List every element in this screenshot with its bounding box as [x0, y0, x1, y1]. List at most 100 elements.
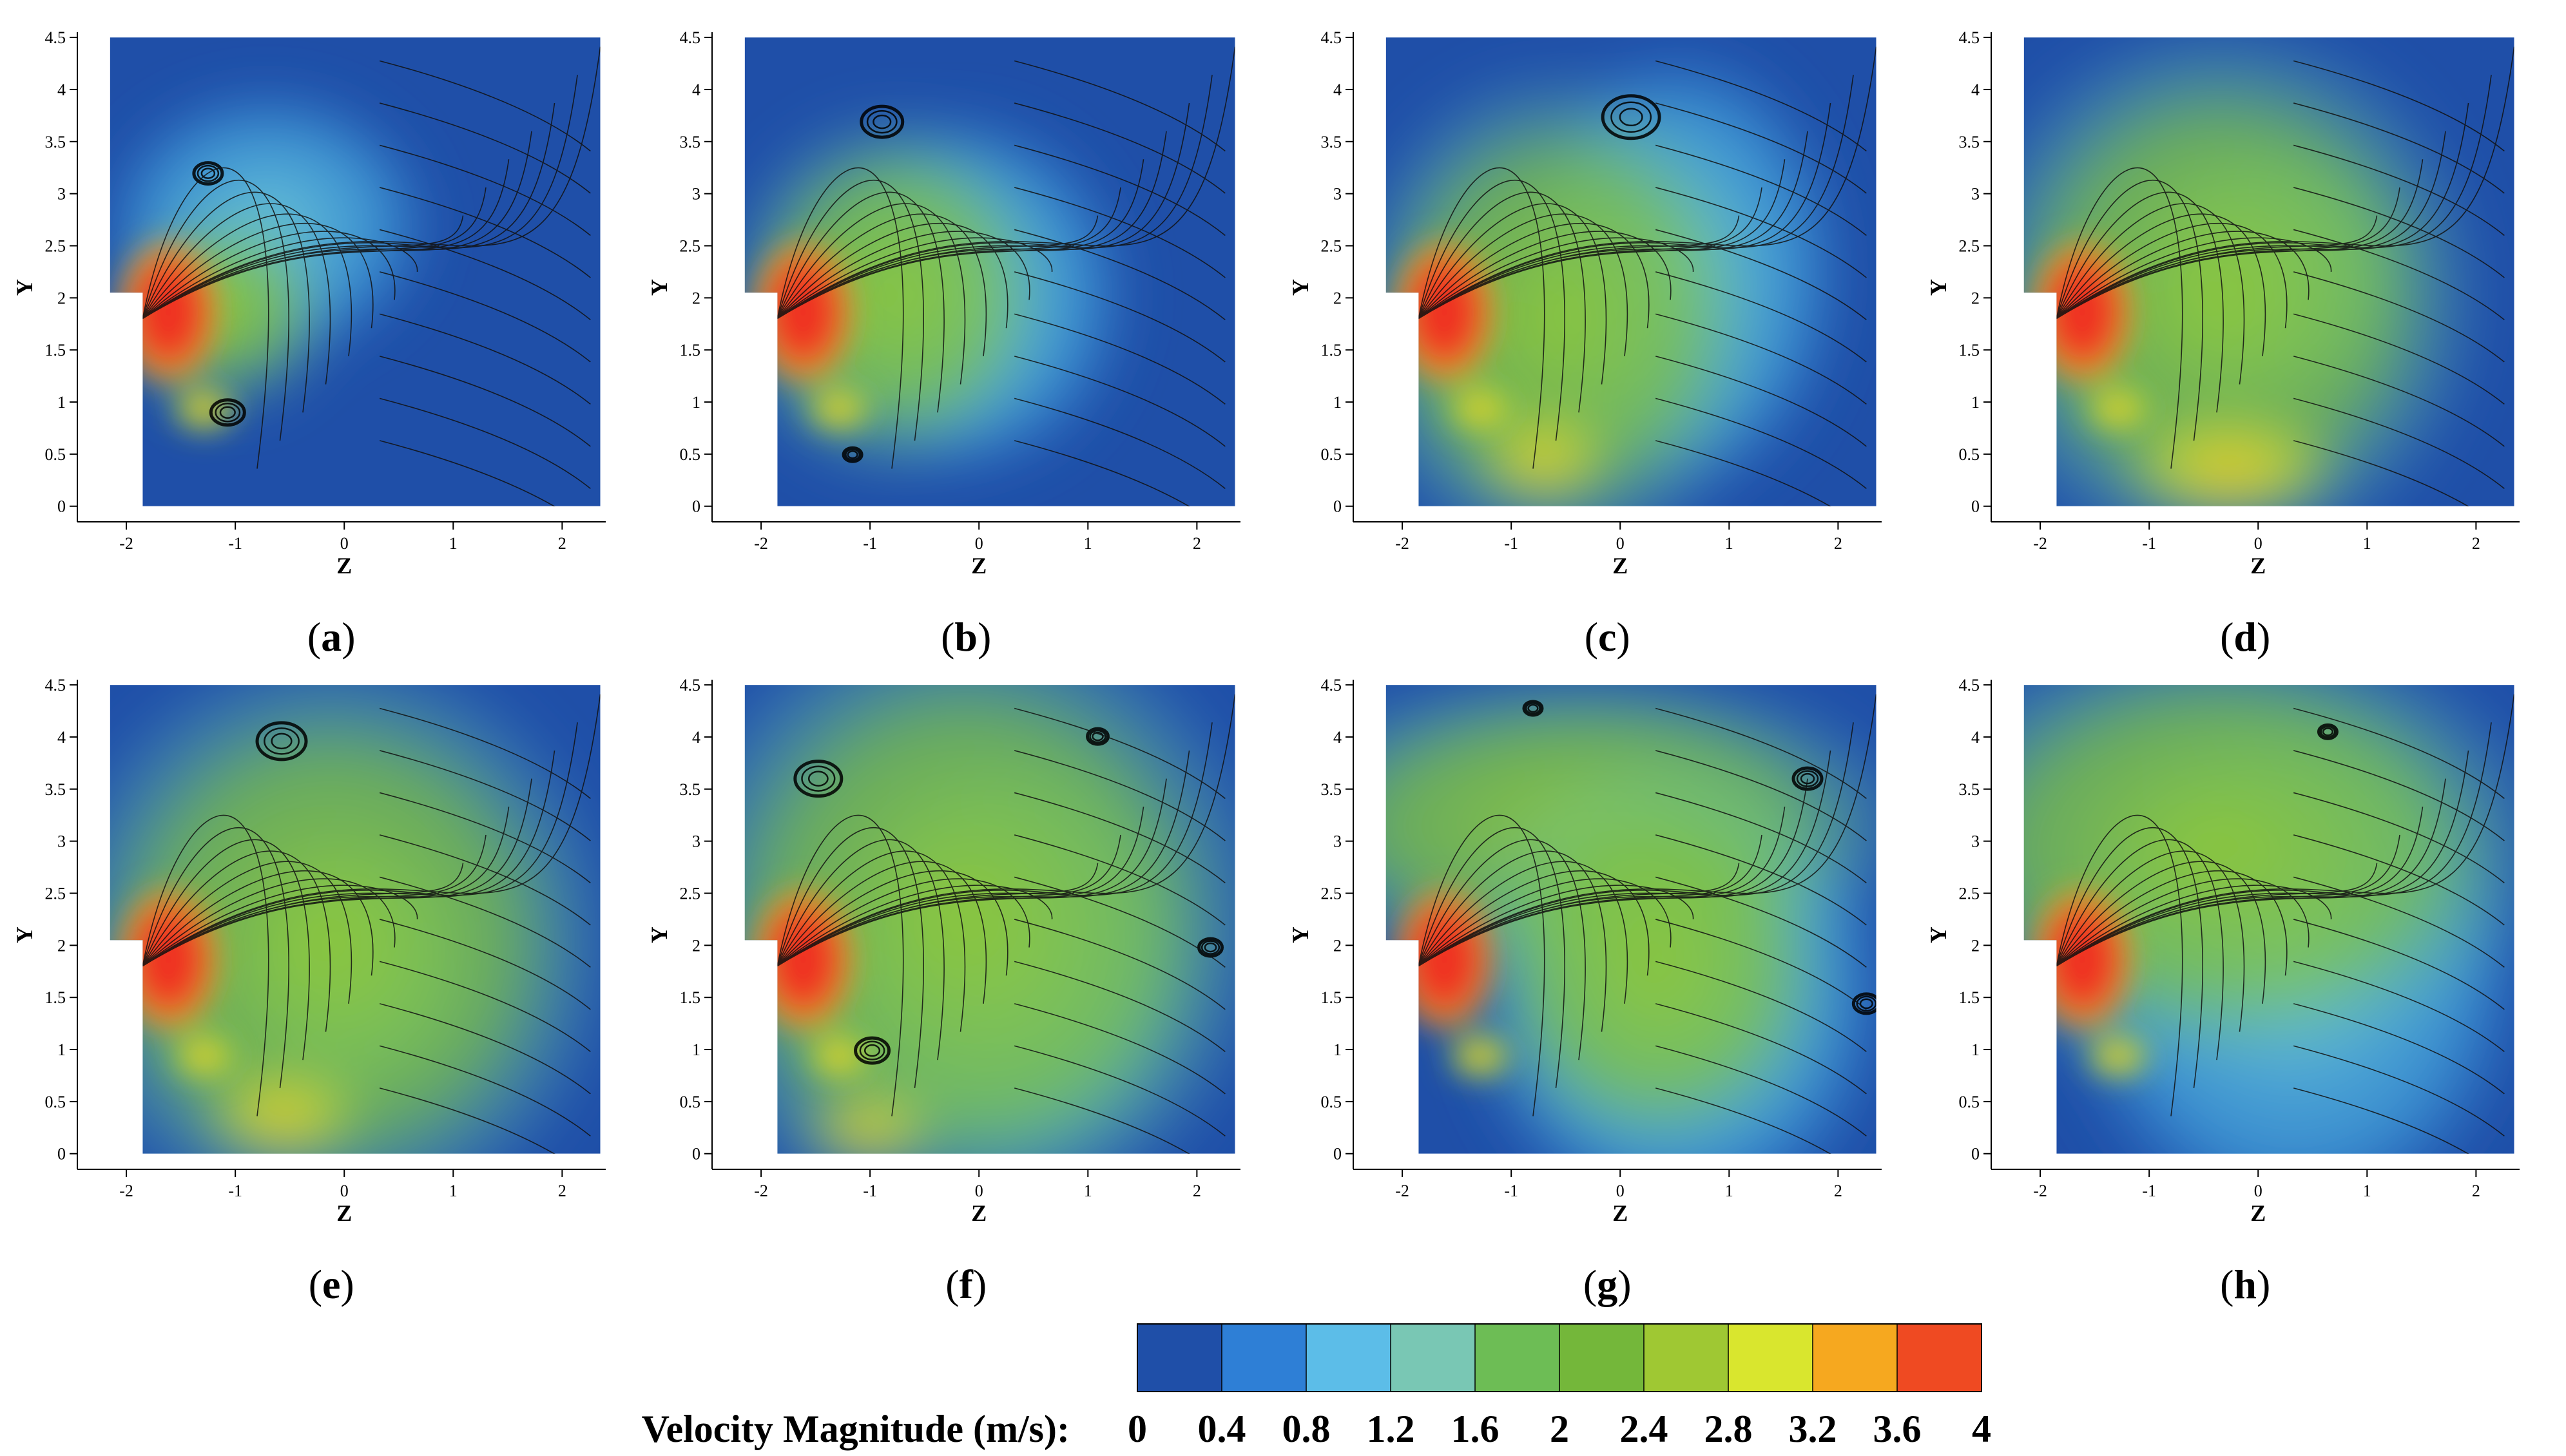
- y-tick-label: 0: [1971, 1145, 1980, 1164]
- y-tick-label: 1.5: [45, 988, 66, 1007]
- panel-e: -2 -1 0 1 2 0 0.5 1 1.5 2 2.5 3 3.5 4 4.5 Z Y (e): [12, 676, 606, 1307]
- streamline: [379, 707, 591, 800]
- streamline: [142, 179, 289, 441]
- vortex: [842, 446, 863, 463]
- streamline: [142, 890, 441, 966]
- y-axis-label: Y: [1925, 279, 1951, 296]
- y-tick-label: 4.5: [1959, 28, 1980, 47]
- jet-core: [748, 235, 858, 390]
- streamline: [142, 237, 418, 319]
- y-tick-label: 4: [692, 728, 700, 747]
- x-tick-label: 1: [449, 1182, 458, 1200]
- streamline: [2293, 707, 2505, 800]
- streamline: [142, 870, 374, 976]
- jet-core: [113, 235, 224, 390]
- colorbar-segment: [1813, 1324, 1898, 1392]
- panel-label: (f): [945, 1261, 987, 1307]
- x-tick-label: -1: [228, 534, 242, 553]
- streamline: [1655, 398, 1867, 490]
- vortex: [860, 104, 905, 139]
- panel-c-field: [1385, 37, 1876, 506]
- y-axis-label: Y: [1288, 279, 1313, 296]
- y-tick-label: 0: [692, 1145, 700, 1164]
- panel-e-axes: -2 -1 0 1 2 0 0.5 1 1.5 2 2.5 3 3.5 4 4.5 Z Y: [12, 676, 606, 1226]
- vortex: [215, 402, 241, 423]
- streamline: [1014, 440, 1226, 506]
- streamline: [1418, 237, 1694, 319]
- streamline: [1655, 187, 1867, 278]
- panel-a: -2 -1 0 1 2 0 0.5 1 1.5 2 2.5 3 3.5 4 4.5 Z Y (a): [12, 28, 606, 660]
- streamline: [379, 229, 591, 321]
- x-tick-label: 1: [1725, 1182, 1733, 1200]
- y-tick-label: 2.5: [1321, 236, 1342, 255]
- streamlines: [1418, 46, 1876, 506]
- y-tick-label: 4: [1333, 728, 1342, 747]
- y-tick-label: 0: [57, 497, 66, 516]
- streamline: [777, 203, 966, 385]
- streamline: [777, 827, 924, 1088]
- jet-tail: [1441, 1027, 1519, 1086]
- streamline: [1418, 167, 1545, 469]
- streamline: [777, 191, 945, 413]
- x-tick-label: 0: [1616, 1182, 1625, 1200]
- streamline: [2056, 46, 2514, 319]
- y-tick-label: 4: [1971, 728, 1980, 747]
- streamlines: [142, 694, 601, 1154]
- panel-label: (b): [941, 614, 991, 660]
- streamline: [777, 213, 987, 356]
- streamline: [2293, 1003, 2505, 1095]
- y-tick-label: 3.5: [1321, 780, 1342, 799]
- streamline: [142, 839, 310, 1060]
- y-tick-label: 1: [1333, 393, 1342, 412]
- high-speed-region: [1469, 412, 1617, 506]
- y-tick-label: 2: [57, 289, 66, 307]
- streamline: [2293, 440, 2505, 506]
- streamline: [2056, 222, 2288, 329]
- streamline: [1014, 961, 1226, 1053]
- streamline: [2293, 187, 2505, 278]
- streamline: [1418, 203, 1607, 385]
- x-tick-label: -2: [1395, 534, 1409, 553]
- streamline: [1014, 1045, 1226, 1137]
- streamline: [142, 102, 555, 319]
- x-tick-label: -2: [1395, 1182, 1409, 1200]
- colorbar-segment: [1222, 1324, 1307, 1392]
- colorbar-tick-label: 2.4: [1620, 1408, 1668, 1450]
- streamline: [1014, 102, 1226, 194]
- vortex: [1859, 998, 1873, 1010]
- mid-speed-region: [2023, 37, 2490, 506]
- streamline: [2293, 144, 2505, 236]
- colorbar-segment: [1391, 1324, 1476, 1392]
- streamline: [142, 861, 352, 1004]
- y-tick-label: 0.5: [1959, 1093, 1980, 1111]
- streamline: [142, 878, 396, 966]
- streamline: [1418, 102, 1831, 319]
- panel-g: -2 -1 0 1 2 0 0.5 1 1.5 2 2.5 3 3.5 4 4.5 Z Y (g): [1288, 676, 1882, 1307]
- streamline: [777, 890, 1076, 966]
- streamline: [1418, 778, 1808, 966]
- streamline: [777, 814, 904, 1116]
- panel-d-axes: -2 -1 0 1 2 0 0.5 1 1.5 2 2.5 3 3.5 4 4.5 Z Y: [1925, 28, 2520, 579]
- y-tick-label: 1: [1971, 393, 1980, 412]
- streamline: [2293, 1087, 2505, 1154]
- mid-speed-region: [744, 108, 1064, 483]
- colorbar: 0 0.4 0.8 1.2 1.6 2 2.4 2.8 3.2 3.6 4 Velocity Magn…: [642, 1323, 1991, 1450]
- streamline: [1418, 231, 1672, 319]
- streamline: [142, 231, 396, 319]
- x-axis-label: Z: [336, 1200, 352, 1226]
- streamlines: [1418, 694, 1876, 1154]
- vortex: [793, 760, 844, 798]
- streamline: [777, 75, 1213, 319]
- streamline: [1014, 707, 1226, 800]
- colorbar-tick-label: 3.6: [1873, 1408, 1922, 1450]
- vortex: [1610, 101, 1652, 133]
- y-tick-label: 3: [692, 185, 700, 204]
- x-tick-label: 2: [558, 1182, 566, 1200]
- y-tick-label: 4.5: [45, 676, 66, 694]
- streamline: [379, 919, 591, 1010]
- streamline: [379, 271, 591, 363]
- colorbar-segment: [1137, 1324, 1222, 1392]
- streamline: [1014, 187, 1226, 278]
- y-tick-label: 1: [57, 1040, 66, 1059]
